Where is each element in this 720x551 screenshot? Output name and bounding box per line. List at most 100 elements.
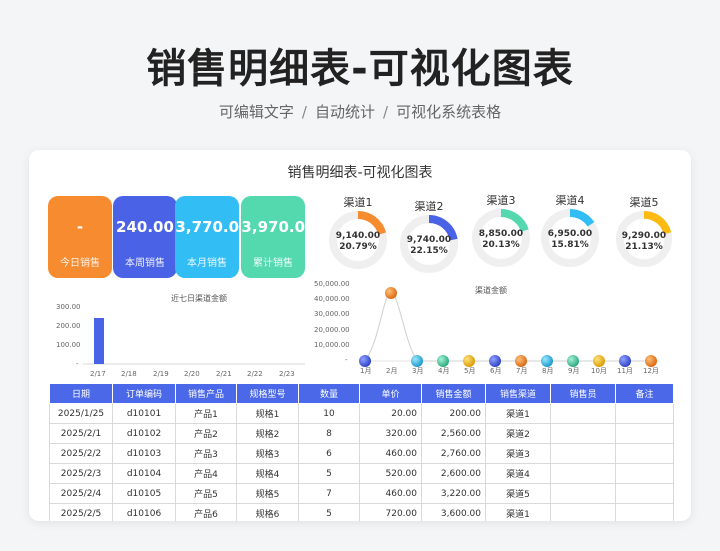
y-tick: - bbox=[76, 360, 79, 368]
x-tick: 2/19 bbox=[153, 370, 169, 378]
table-cell[interactable]: 产品6 bbox=[175, 503, 237, 521]
table-cell[interactable]: 5 bbox=[298, 503, 360, 521]
x-tick: 8月 bbox=[542, 367, 554, 375]
table-cell[interactable]: 渠道4 bbox=[485, 463, 551, 484]
table-cell[interactable]: 规格6 bbox=[236, 503, 299, 521]
x-tick: 2/17 bbox=[90, 370, 106, 378]
y-tick: 30,000.00 bbox=[314, 310, 350, 318]
donut-ring-icon bbox=[615, 210, 673, 268]
table-cell[interactable]: d10105 bbox=[112, 483, 176, 504]
table-cell[interactable]: 产品5 bbox=[175, 483, 237, 504]
kpi-week-sales: 240.00 本周销售 bbox=[113, 196, 177, 278]
column-header[interactable]: 备注 bbox=[615, 383, 674, 404]
table-cell[interactable]: 渠道1 bbox=[485, 403, 551, 424]
table-cell[interactable]: 2,760.00 bbox=[421, 443, 486, 464]
table-cell[interactable]: 520.00 bbox=[359, 463, 422, 484]
table-cell[interactable] bbox=[550, 463, 616, 484]
spreadsheet-card: 销售明细表-可视化图表 - 今日销售 240.00 本周销售 43,770.00… bbox=[29, 150, 691, 521]
table-cell[interactable]: 产品3 bbox=[175, 443, 237, 464]
table-cell[interactable]: 460.00 bbox=[359, 483, 422, 504]
donut-ring-icon bbox=[400, 215, 458, 273]
channel-donut-5: 渠道5 9,290.00 21.13% bbox=[612, 194, 676, 268]
table-cell[interactable]: 规格3 bbox=[236, 443, 299, 464]
table-cell[interactable]: 规格1 bbox=[236, 403, 299, 424]
table-cell[interactable]: d10106 bbox=[112, 503, 176, 521]
table-cell[interactable]: 2025/2/1 bbox=[49, 423, 113, 444]
x-tick: 2/21 bbox=[216, 370, 232, 378]
x-tick: 4月 bbox=[438, 367, 450, 375]
table-cell[interactable]: 10 bbox=[298, 403, 360, 424]
table-cell[interactable]: d10101 bbox=[112, 403, 176, 424]
table-cell[interactable] bbox=[550, 503, 616, 521]
table-cell[interactable]: 2025/1/25 bbox=[49, 403, 113, 424]
table-row: 2025/1/25 d10101 产品1 规格1 10 20.00 200.00… bbox=[49, 403, 674, 424]
table-cell[interactable]: 8 bbox=[298, 423, 360, 444]
table-cell[interactable]: 渠道1 bbox=[485, 503, 551, 521]
table-cell[interactable]: 规格4 bbox=[236, 463, 299, 484]
column-header[interactable]: 销售产品 bbox=[175, 383, 237, 404]
table-cell[interactable]: 2,560.00 bbox=[421, 423, 486, 444]
table-cell[interactable]: 规格5 bbox=[236, 483, 299, 504]
table-cell[interactable]: 320.00 bbox=[359, 423, 422, 444]
table-cell[interactable] bbox=[550, 483, 616, 504]
table-cell[interactable]: 2025/2/2 bbox=[49, 443, 113, 464]
column-header[interactable]: 日期 bbox=[49, 383, 113, 404]
column-header[interactable]: 销售渠道 bbox=[485, 383, 551, 404]
table-cell[interactable]: 产品1 bbox=[175, 403, 237, 424]
table-cell[interactable]: 720.00 bbox=[359, 503, 422, 521]
table-cell[interactable] bbox=[615, 403, 674, 424]
table-cell[interactable]: 2025/2/4 bbox=[49, 483, 113, 504]
column-header[interactable]: 销售金额 bbox=[421, 383, 486, 404]
table-cell[interactable]: 渠道2 bbox=[485, 423, 551, 444]
table-cell[interactable]: 产品4 bbox=[175, 463, 237, 484]
table-cell[interactable]: 渠道5 bbox=[485, 483, 551, 504]
table-cell[interactable] bbox=[615, 503, 674, 521]
table-cell[interactable]: 产品2 bbox=[175, 423, 237, 444]
table-cell[interactable]: 渠道3 bbox=[485, 443, 551, 464]
x-tick: 3月 bbox=[412, 367, 424, 375]
column-header[interactable]: 订单编码 bbox=[112, 383, 176, 404]
channel-donut-2: 渠道2 9,740.00 22.15% bbox=[397, 198, 461, 274]
table-row: 2025/2/1 d10102 产品2 规格2 8 320.00 2,560.0… bbox=[49, 423, 674, 444]
channel-name: 渠道4 bbox=[555, 194, 585, 207]
table-cell[interactable]: 2025/2/5 bbox=[49, 503, 113, 521]
table-cell[interactable]: 460.00 bbox=[359, 443, 422, 464]
table-cell[interactable] bbox=[550, 443, 616, 464]
table-cell[interactable] bbox=[615, 483, 674, 504]
page-title: 销售明细表-可视化图表 bbox=[146, 46, 574, 92]
table-cell[interactable] bbox=[615, 423, 674, 444]
sales-table: 日期 订单编码 销售产品 规格型号 数量 单价 销售金额 销售渠道 销售员 备注… bbox=[49, 383, 674, 521]
table-cell[interactable]: 20.00 bbox=[359, 403, 422, 424]
column-header[interactable]: 规格型号 bbox=[236, 383, 299, 404]
table-cell[interactable]: 5 bbox=[298, 463, 360, 484]
table-cell[interactable] bbox=[550, 423, 616, 444]
kpi-label: 本周销售 bbox=[125, 258, 165, 269]
table-row: 2025/2/3 d10104 产品4 规格4 5 520.00 2,600.0… bbox=[49, 463, 674, 484]
subtitle-part: 可编辑文字 bbox=[218, 103, 294, 121]
table-cell[interactable]: 规格2 bbox=[236, 423, 299, 444]
table-cell[interactable]: 3,600.00 bbox=[421, 503, 486, 521]
table-cell[interactable]: 2025/2/3 bbox=[49, 463, 113, 484]
donut-ring-icon bbox=[329, 211, 387, 269]
channel-name: 渠道5 bbox=[629, 196, 659, 209]
column-header[interactable]: 销售员 bbox=[550, 383, 616, 404]
bar-chart-plot bbox=[83, 318, 305, 365]
kpi-total-sales: 43,970.00 累计销售 bbox=[241, 196, 305, 278]
table-cell[interactable] bbox=[615, 443, 674, 464]
table-cell[interactable]: 200.00 bbox=[421, 403, 486, 424]
table-cell[interactable]: d10103 bbox=[112, 443, 176, 464]
x-tick: 2/20 bbox=[184, 370, 200, 378]
column-header[interactable]: 单价 bbox=[359, 383, 422, 404]
table-cell[interactable]: d10104 bbox=[112, 463, 176, 484]
table-row: 2025/2/5 d10106 产品6 规格6 5 720.00 3,600.0… bbox=[49, 503, 674, 521]
channel-amount: 9,290.00 bbox=[621, 231, 667, 241]
subtitle-part: 自动统计 bbox=[314, 103, 375, 121]
table-cell[interactable]: 3,220.00 bbox=[421, 483, 486, 504]
table-cell[interactable]: d10102 bbox=[112, 423, 176, 444]
table-cell[interactable] bbox=[615, 463, 674, 484]
table-cell[interactable]: 6 bbox=[298, 443, 360, 464]
table-cell[interactable] bbox=[550, 403, 616, 424]
table-cell[interactable]: 7 bbox=[298, 483, 360, 504]
column-header[interactable]: 数量 bbox=[298, 383, 360, 404]
table-cell[interactable]: 2,600.00 bbox=[421, 463, 486, 484]
